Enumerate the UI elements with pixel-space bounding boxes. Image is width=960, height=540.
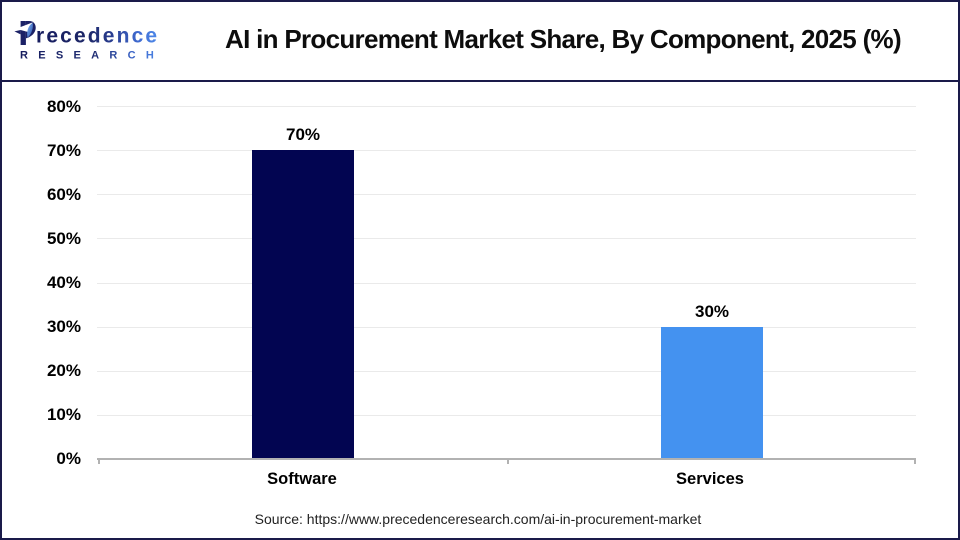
svg-text:RESEARCH: RESEARCH: [20, 50, 164, 62]
svg-text:recedence: recedence: [36, 25, 159, 48]
